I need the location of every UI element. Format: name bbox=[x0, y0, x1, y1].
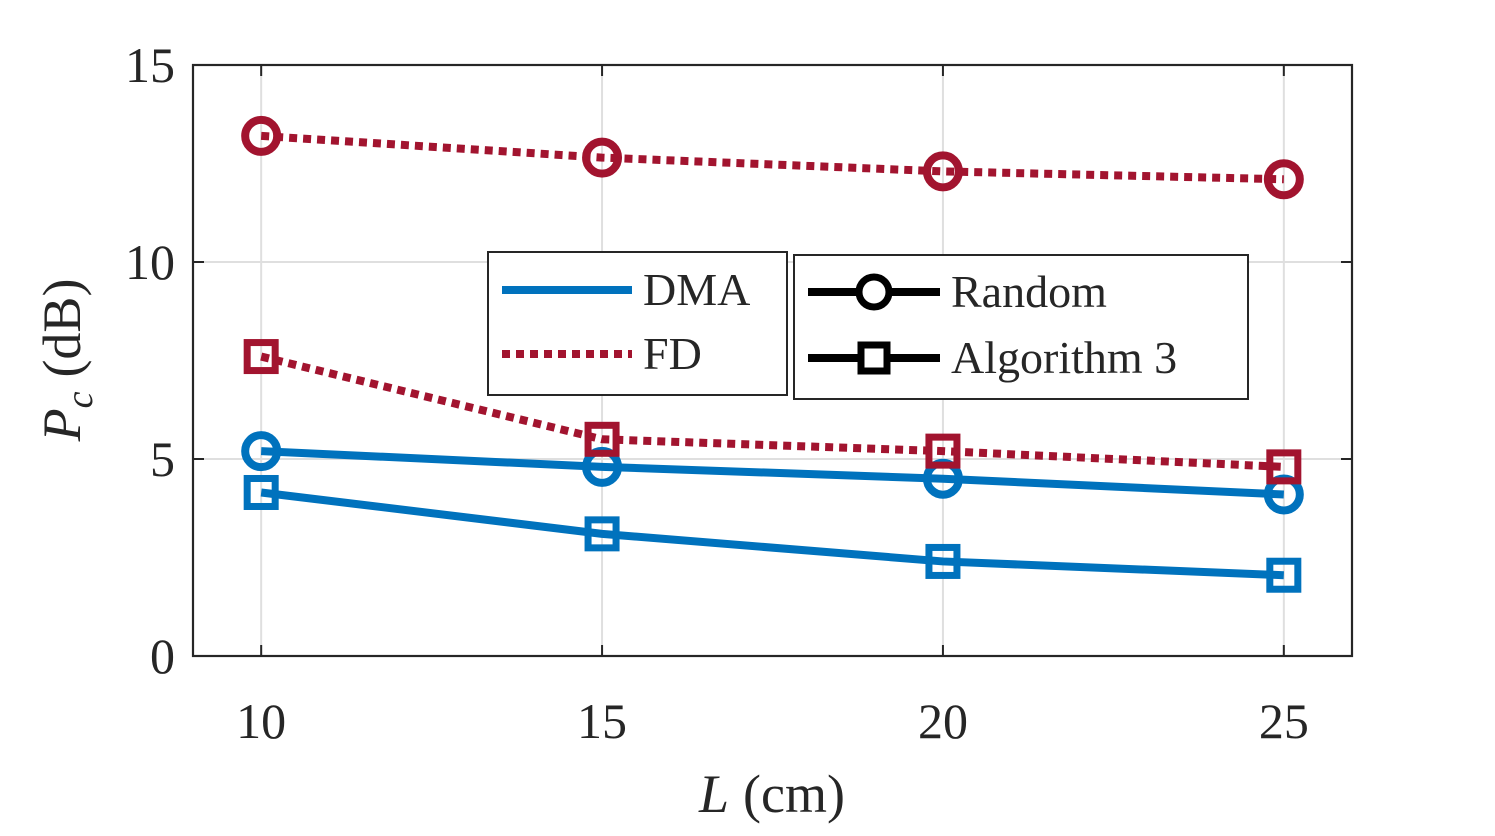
data-point-square bbox=[584, 421, 620, 457]
series-dma-algorithm-3 bbox=[243, 474, 1302, 593]
data-point-square bbox=[1266, 557, 1302, 593]
y-tick-label: 5 bbox=[150, 431, 175, 487]
x-axis-label: L (cm) bbox=[698, 764, 845, 824]
legend-marker: Random Algorithm 3 bbox=[793, 254, 1249, 400]
plot-area-frame bbox=[191, 63, 1354, 658]
x-tick-label: 20 bbox=[918, 693, 968, 749]
data-point-circle bbox=[241, 431, 282, 472]
x-tick-label: 10 bbox=[236, 693, 286, 749]
y-tick-label: 10 bbox=[125, 234, 175, 290]
series-line-dma-algorithm-3 bbox=[260, 488, 1284, 580]
data-point-square bbox=[925, 543, 961, 579]
legend-algorithm3-label: Algorithm 3 bbox=[951, 332, 1177, 383]
data-point-circle bbox=[241, 115, 282, 156]
axis-ticks: 10 15 20 25 0 5 10 15 bbox=[125, 37, 1352, 749]
series-group bbox=[241, 115, 1304, 593]
legend-random-marker-icon bbox=[855, 273, 893, 311]
legend-method-box bbox=[487, 251, 788, 396]
legend-random-label: Random bbox=[951, 266, 1107, 317]
data-point-circle bbox=[922, 151, 963, 192]
data-point-square bbox=[243, 474, 279, 510]
y-tick-label: 15 bbox=[125, 37, 175, 93]
data-point-circle bbox=[1263, 159, 1304, 200]
legend-algorithm3-marker-icon bbox=[857, 341, 891, 375]
x-axis-label-unit: (cm) bbox=[743, 764, 845, 824]
y-tick-label: 0 bbox=[150, 628, 175, 684]
series-dma-random bbox=[241, 431, 1304, 515]
y-axis-label: Pc (dB) bbox=[32, 279, 101, 443]
data-point-square bbox=[1266, 449, 1302, 485]
series-fd-algorithm-3 bbox=[243, 339, 1302, 485]
series-line-dma-random bbox=[260, 447, 1285, 499]
y-axis-label-variable: P bbox=[32, 408, 92, 442]
data-point-square bbox=[584, 516, 620, 552]
x-tick-label: 15 bbox=[577, 693, 627, 749]
series-line-fd-random bbox=[260, 131, 1284, 184]
series-line-fd-algorithm-3 bbox=[260, 352, 1285, 471]
data-point-square bbox=[243, 339, 279, 375]
data-point-square bbox=[925, 433, 961, 469]
y-axis-label-subscript: c bbox=[59, 391, 101, 408]
y-axis-label-unit: (dB) bbox=[32, 279, 92, 378]
data-point-circle bbox=[582, 137, 623, 178]
series-fd-random bbox=[241, 115, 1304, 200]
legend-method: DMA FD bbox=[487, 251, 788, 396]
legend-dma-label: DMA bbox=[643, 264, 750, 315]
x-tick-label: 25 bbox=[1259, 693, 1309, 749]
x-axis-label-variable: L bbox=[698, 764, 729, 824]
legend-fd-label: FD bbox=[643, 328, 702, 379]
